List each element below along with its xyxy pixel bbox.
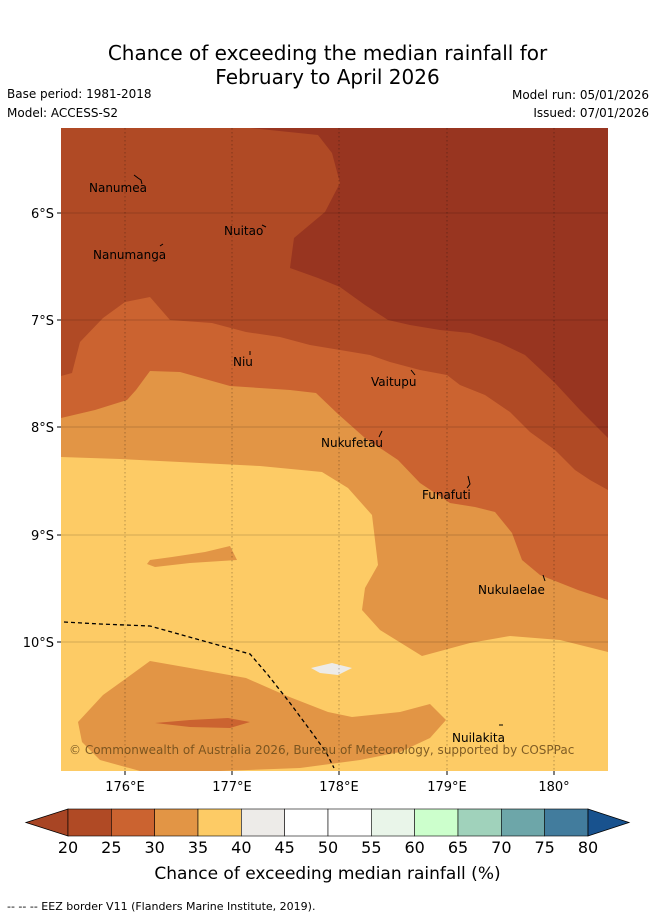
contour-below-20	[250, 128, 608, 438]
model-label: Model: ACCESS-S2	[7, 106, 119, 120]
colorbar-tick-label: 40	[231, 838, 252, 857]
base-period-label: Base period: 1981-2018	[7, 87, 152, 101]
lon-label: 178°E	[319, 780, 359, 795]
place-labels: Nanumea Nuitao Nanumanga Niu Vaitupu Nuk…	[89, 181, 545, 745]
colorbar-segment	[67, 808, 112, 837]
lat-label: 8°S	[31, 421, 54, 436]
colorbar-tick-label: 80	[577, 838, 599, 857]
colorbar-segment	[327, 808, 372, 837]
contour-patch-north	[147, 546, 237, 567]
colorbar-tick-label: 75	[534, 838, 555, 857]
latitude-labels: 6°S 7°S 8°S 9°S 10°S	[23, 207, 54, 651]
place-label-nuilakita: Nuilakita	[452, 731, 505, 745]
issued-label: Issued: 07/01/2026	[533, 106, 649, 120]
model-run-label: Model run: 05/01/2026	[511, 88, 649, 102]
colorbar-segment	[501, 808, 545, 837]
colorbar-tick-label: 65	[447, 838, 469, 857]
contour-patch-south	[78, 661, 446, 771]
colorbar-tick-label: 45	[274, 838, 295, 857]
colorbar-segment	[154, 808, 199, 837]
colorbar-segment	[544, 808, 589, 837]
colorbar-tick-label: 60	[404, 838, 425, 857]
longitude-grid	[124, 128, 555, 771]
colorbar-segment	[111, 808, 155, 837]
place-label-funafuti: Funafuti	[422, 488, 471, 502]
longitude-labels: 176°E 177°E 178°E 179°E 180°	[105, 780, 569, 795]
lat-label: 7°S	[31, 314, 54, 329]
place-label-nanumea: Nanumea	[89, 181, 147, 195]
colorbar-extend-low	[24, 808, 69, 837]
place-label-nanumanga: Nanumanga	[93, 248, 166, 262]
contour-patch-sliver	[155, 718, 250, 728]
colorbar	[24, 808, 631, 837]
lat-label: 9°S	[31, 529, 54, 544]
contour-patch-neutral	[311, 663, 352, 675]
island-outlines	[133, 174, 546, 726]
place-label-vaitupu: Vaitupu	[371, 375, 417, 389]
lon-label: 176°E	[105, 780, 145, 795]
colorbar-segment	[371, 808, 415, 837]
colorbar-segment	[457, 808, 502, 837]
probability-contours	[61, 128, 608, 771]
map-title-line1: Chance of exceeding the median rainfall …	[107, 41, 548, 65]
colorbar-tick-label: 50	[317, 838, 339, 857]
colorbar-segment	[414, 808, 459, 837]
axis-ticks	[57, 212, 555, 775]
colorbar-tick-label: 20	[57, 838, 79, 857]
latitude-grid	[61, 212, 608, 643]
colorbar-segment	[197, 808, 242, 837]
eez-legend-note: -- -- -- EEZ border V11 (Flanders Marine…	[7, 900, 316, 913]
colorbar-tick-label: 25	[101, 838, 122, 857]
place-label-nukulaelae: Nukulaelae	[478, 583, 545, 597]
colorbar-segment	[284, 808, 329, 837]
colorbar-tick-label: 30	[144, 838, 165, 857]
lon-label: 177°E	[212, 780, 252, 795]
place-label-niu: Niu	[233, 355, 253, 369]
colorbar-title: Chance of exceeding median rainfall (%)	[154, 864, 501, 884]
lat-label: 6°S	[31, 207, 54, 222]
lat-label: 10°S	[23, 636, 54, 651]
colorbar-segment	[241, 808, 285, 837]
colorbar-tick-label: 35	[187, 838, 209, 857]
colorbar-tick-label: 55	[361, 838, 382, 857]
lon-label: 179°E	[427, 780, 467, 795]
eez-border	[63, 621, 335, 769]
copyright-notice: © Commonwealth of Australia 2026, Bureau…	[69, 743, 574, 757]
place-label-nuitao: Nuitao	[224, 224, 263, 238]
colorbar-tick-label: 70	[491, 838, 512, 857]
colorbar-extend-high	[587, 808, 631, 837]
place-label-nukufetau: Nukufetau	[321, 436, 383, 450]
map-title-line2: February to April 2026	[215, 65, 440, 89]
lon-label: 180°	[538, 780, 569, 795]
